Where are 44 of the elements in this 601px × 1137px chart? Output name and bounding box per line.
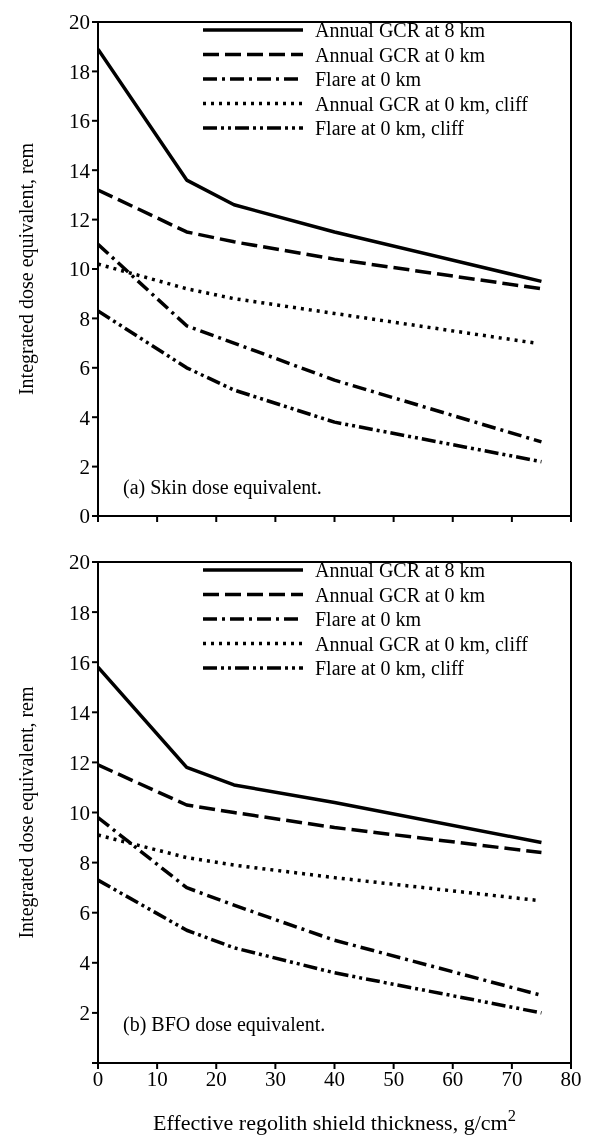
y-tick-label: 14 — [69, 700, 91, 725]
legend-label: Annual GCR at 8 km — [315, 19, 486, 41]
y-tick-label: 20 — [69, 10, 90, 35]
y-tick-label: 16 — [69, 650, 90, 675]
legend-label: Annual GCR at 0 km, cliff — [315, 632, 529, 655]
legend-label: Flare at 0 km, cliff — [315, 657, 465, 679]
x-axis-title: Effective regolith shield thickness, g/cm$^{2}$ — [153, 1105, 516, 1135]
y-tick-label: 6 — [79, 901, 90, 926]
x-tick-label: 60 — [442, 1066, 464, 1091]
legend-label: Flare at 0 km, cliff — [315, 117, 465, 139]
x-tick-label: 40 — [324, 1066, 345, 1091]
legend-label: Annual GCR at 0 km, cliff — [315, 92, 529, 115]
y-tick-label: 2 — [79, 1001, 90, 1026]
y-tick-label: 20 — [69, 550, 90, 575]
y-tick-label: 0 — [79, 504, 90, 529]
legend-label: Annual GCR at 8 km — [315, 559, 486, 581]
x-tick-label: 80 — [560, 1066, 582, 1091]
y-tick-label: 18 — [69, 59, 90, 84]
legend-label: Annual GCR at 0 km — [315, 43, 486, 66]
y-axis-title: Integrated dose equivalent, rem — [15, 686, 39, 939]
y-tick-label: 10 — [69, 800, 90, 825]
y-axis-title: Integrated dose equivalent, rem — [15, 142, 39, 396]
annotation: (a) Skin dose equivalent. — [123, 476, 322, 499]
x-tick-label: 10 — [146, 1066, 168, 1091]
annotation: (b) BFO dose equivalent. — [123, 1013, 326, 1036]
y-tick-label: 18 — [69, 600, 90, 625]
x-tick-label: 50 — [383, 1066, 405, 1091]
legend-label: Annual GCR at 0 km — [315, 583, 486, 606]
y-tick-label: 8 — [79, 851, 90, 876]
x-tick-label: 20 — [205, 1066, 227, 1091]
y-tick-label: 4 — [79, 951, 91, 976]
legend-label: Flare at 0 km — [315, 608, 422, 630]
legend-label: Flare at 0 km — [315, 68, 422, 90]
x-tick-label: 70 — [501, 1066, 523, 1091]
y-tick-label: 16 — [69, 109, 90, 134]
y-tick-label: 10 — [69, 257, 90, 282]
y-tick-label: 8 — [79, 306, 90, 331]
y-tick-label: 14 — [69, 158, 91, 183]
y-tick-label: 2 — [79, 455, 90, 480]
y-tick-label: 12 — [69, 208, 90, 233]
x-tick-label: 30 — [264, 1066, 286, 1091]
y-tick-label: 4 — [79, 405, 91, 430]
y-tick-label: 12 — [69, 750, 90, 775]
y-tick-label: 6 — [79, 356, 90, 381]
